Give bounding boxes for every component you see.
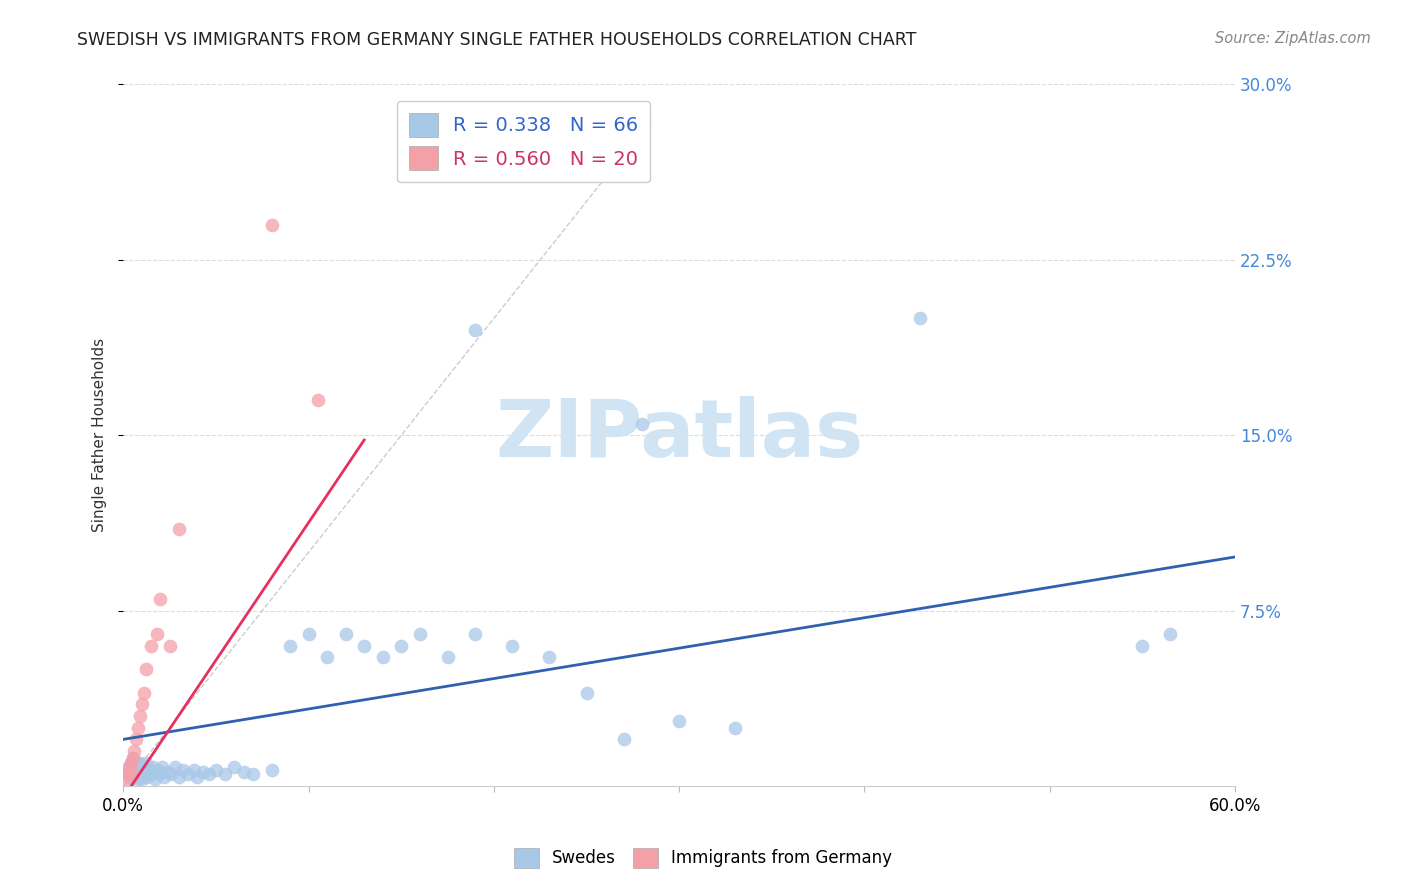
Point: [149, 765, 172, 780]
Point: [724, 721, 747, 735]
Point: [121, 751, 143, 765]
Point: [156, 765, 179, 780]
Point: [436, 650, 458, 665]
Point: [135, 756, 157, 770]
Point: [142, 760, 165, 774]
Point: [125, 756, 148, 770]
Point: [127, 760, 149, 774]
Point: [464, 323, 486, 337]
Point: [132, 685, 155, 699]
Point: [121, 767, 143, 781]
Point: [150, 760, 173, 774]
Point: [136, 770, 159, 784]
Point: [138, 763, 160, 777]
Point: [120, 756, 142, 770]
Point: [278, 639, 301, 653]
Point: [148, 767, 170, 781]
Point: [127, 721, 149, 735]
Point: [121, 751, 143, 765]
Point: [464, 627, 486, 641]
Point: [205, 763, 228, 777]
Point: [177, 767, 200, 781]
Point: [131, 698, 153, 712]
Point: [139, 767, 162, 781]
Text: Source: ZipAtlas.com: Source: ZipAtlas.com: [1215, 31, 1371, 46]
Point: [121, 767, 143, 781]
Point: [186, 770, 208, 784]
Point: [167, 522, 190, 536]
Point: [149, 592, 172, 607]
Point: [260, 763, 283, 777]
Point: [129, 709, 152, 723]
Point: [125, 732, 148, 747]
Point: [501, 639, 523, 653]
Point: [1159, 627, 1181, 641]
Point: [242, 767, 264, 781]
Point: [120, 772, 142, 786]
Point: [153, 770, 176, 784]
Point: [232, 765, 254, 780]
Point: [125, 765, 148, 780]
Point: [165, 760, 187, 774]
Point: [191, 765, 214, 780]
Point: [307, 393, 329, 408]
Point: [389, 639, 412, 653]
Point: [613, 124, 636, 138]
Point: [114, 772, 136, 786]
Y-axis label: Single Father Households: Single Father Households: [93, 338, 107, 533]
Point: [115, 767, 138, 781]
Text: SWEDISH VS IMMIGRANTS FROM GERMANY SINGLE FATHER HOUSEHOLDS CORRELATION CHART: SWEDISH VS IMMIGRANTS FROM GERMANY SINGL…: [77, 31, 917, 49]
Point: [124, 744, 146, 758]
Point: [143, 772, 166, 786]
Point: [260, 218, 283, 232]
Point: [538, 650, 561, 665]
Point: [115, 767, 138, 781]
Point: [297, 627, 319, 641]
Text: ZIPatlas: ZIPatlas: [495, 396, 863, 475]
Point: [132, 767, 155, 781]
Point: [371, 650, 394, 665]
Point: [127, 772, 149, 786]
Point: [214, 767, 236, 781]
Point: [1132, 639, 1154, 653]
Point: [159, 639, 181, 653]
Point: [613, 732, 636, 747]
Point: [172, 763, 194, 777]
Point: [631, 417, 654, 431]
Legend: Swedes, Immigrants from Germany: Swedes, Immigrants from Germany: [508, 841, 898, 875]
Point: [183, 763, 205, 777]
Point: [353, 639, 375, 653]
Point: [908, 311, 931, 326]
Point: [129, 756, 152, 770]
Point: [139, 639, 162, 653]
Point: [135, 765, 157, 780]
Point: [197, 767, 219, 781]
Point: [335, 627, 357, 641]
Point: [224, 760, 246, 774]
Point: [160, 767, 183, 781]
Point: [124, 770, 146, 784]
Point: [316, 650, 339, 665]
Point: [118, 760, 141, 774]
Point: [129, 767, 152, 781]
Point: [131, 760, 153, 774]
Point: [118, 760, 141, 774]
Point: [135, 662, 157, 676]
Point: [409, 627, 432, 641]
Point: [120, 756, 142, 770]
Point: [167, 770, 190, 784]
Point: [668, 714, 690, 728]
Point: [131, 772, 153, 786]
Point: [145, 763, 167, 777]
Point: [575, 685, 598, 699]
Point: [145, 627, 167, 641]
Legend: R = 0.338   N = 66, R = 0.560   N = 20: R = 0.338 N = 66, R = 0.560 N = 20: [396, 101, 650, 182]
